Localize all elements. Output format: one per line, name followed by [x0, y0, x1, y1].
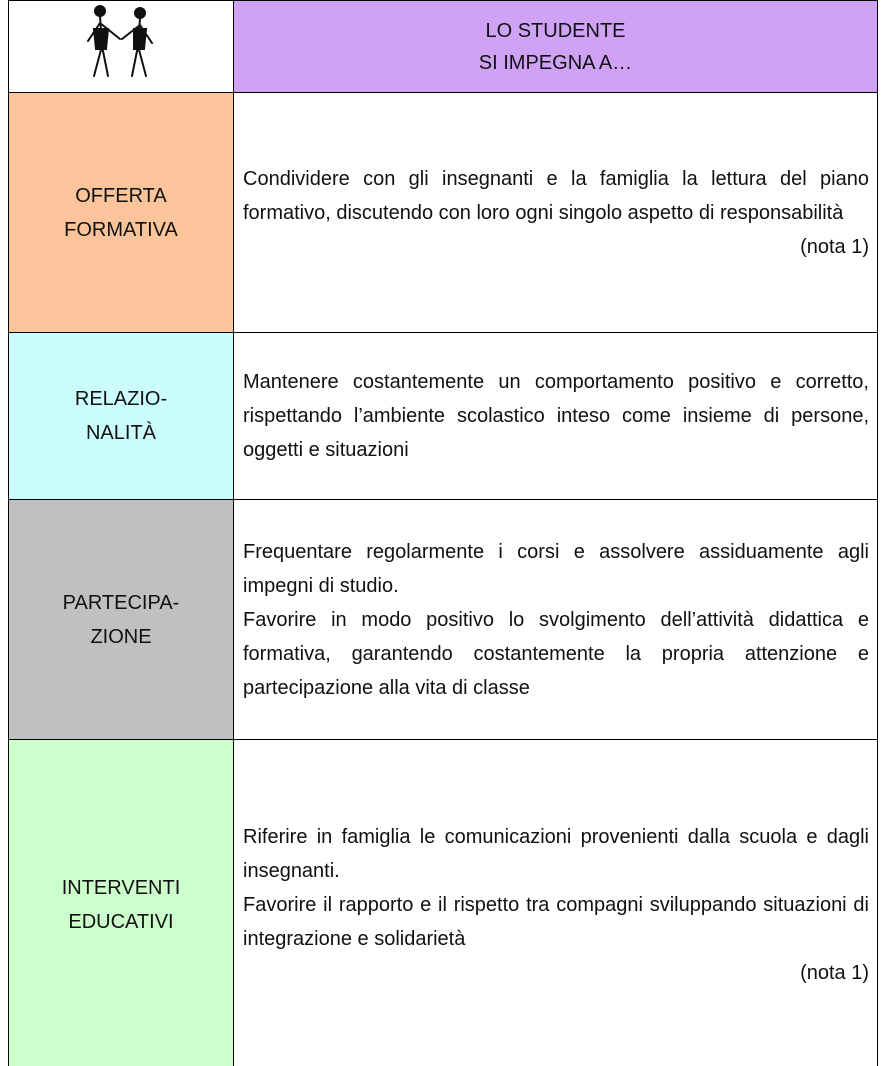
label-line: NALITÀ: [85, 422, 157, 444]
paragraph: Favorire in modo positivo lo svolgimento…: [243, 608, 869, 699]
paragraph: Riferire in famiglia le comunicazioni pr…: [243, 826, 869, 882]
label-line: ZIONE: [90, 625, 152, 648]
text-cell: Mantenere costantemente un comportamento…: [233, 332, 878, 500]
label-cell: INTERVENTI EDUCATIVI: [8, 739, 234, 1066]
text-cell: Frequentare regolarmente i corsi e assol…: [233, 499, 878, 740]
handshake-icon: [87, 5, 153, 77]
pact-table: LO STUDENTE SI IMPEGNA A… OFFERTA FORMATI…: [8, 0, 878, 1066]
label-line: PARTECIPA-: [62, 591, 180, 614]
label-line: INTERVENTI: [61, 877, 181, 899]
label-line: RELAZIO-: [74, 388, 168, 410]
label-line: EDUCATIVI: [68, 911, 174, 933]
paragraph: Frequentare regolarmente i corsi e assol…: [243, 540, 869, 597]
header-line: LO STUDENTE: [485, 19, 626, 42]
table-row: PARTECIPA- ZIONE Frequentare regolarmente …: [8, 499, 878, 740]
paragraph: Mantenere costantemente un comportamento…: [243, 371, 869, 461]
text-cell: Riferire in famiglia le comunicazioni pr…: [233, 739, 878, 1066]
icon-cell: [8, 0, 234, 93]
header-line: SI IMPEGNA A…: [478, 51, 633, 74]
note: (nota 1): [800, 962, 869, 984]
label-cell: RELAZIO- NALITÀ: [8, 332, 234, 500]
note: (nota 1): [800, 235, 869, 258]
text-cell: Condividere con gli insegnanti e la fami…: [233, 92, 878, 333]
label-line: FORMATIVA: [64, 218, 178, 241]
header-cell: LO STUDENTE SI IMPEGNA A…: [233, 0, 878, 93]
header-row: LO STUDENTE SI IMPEGNA A…: [8, 0, 878, 93]
paragraph: Favorire il rapporto e il rispetto tra c…: [243, 894, 869, 950]
table-row: OFFERTA FORMATIVA Condividere con gli inse…: [8, 92, 878, 333]
label-line: OFFERTA: [75, 184, 167, 207]
label-cell: PARTECIPA- ZIONE: [8, 499, 234, 740]
label-cell: OFFERTA FORMATIVA: [8, 92, 234, 333]
table-row: RELAZIO- NALITÀ Mantenere costantemente un…: [8, 332, 878, 500]
table-row: INTERVENTI EDUCATIVI Riferire in famiglia …: [8, 739, 878, 1066]
paragraph: Condividere con gli insegnanti e la fami…: [243, 167, 869, 224]
